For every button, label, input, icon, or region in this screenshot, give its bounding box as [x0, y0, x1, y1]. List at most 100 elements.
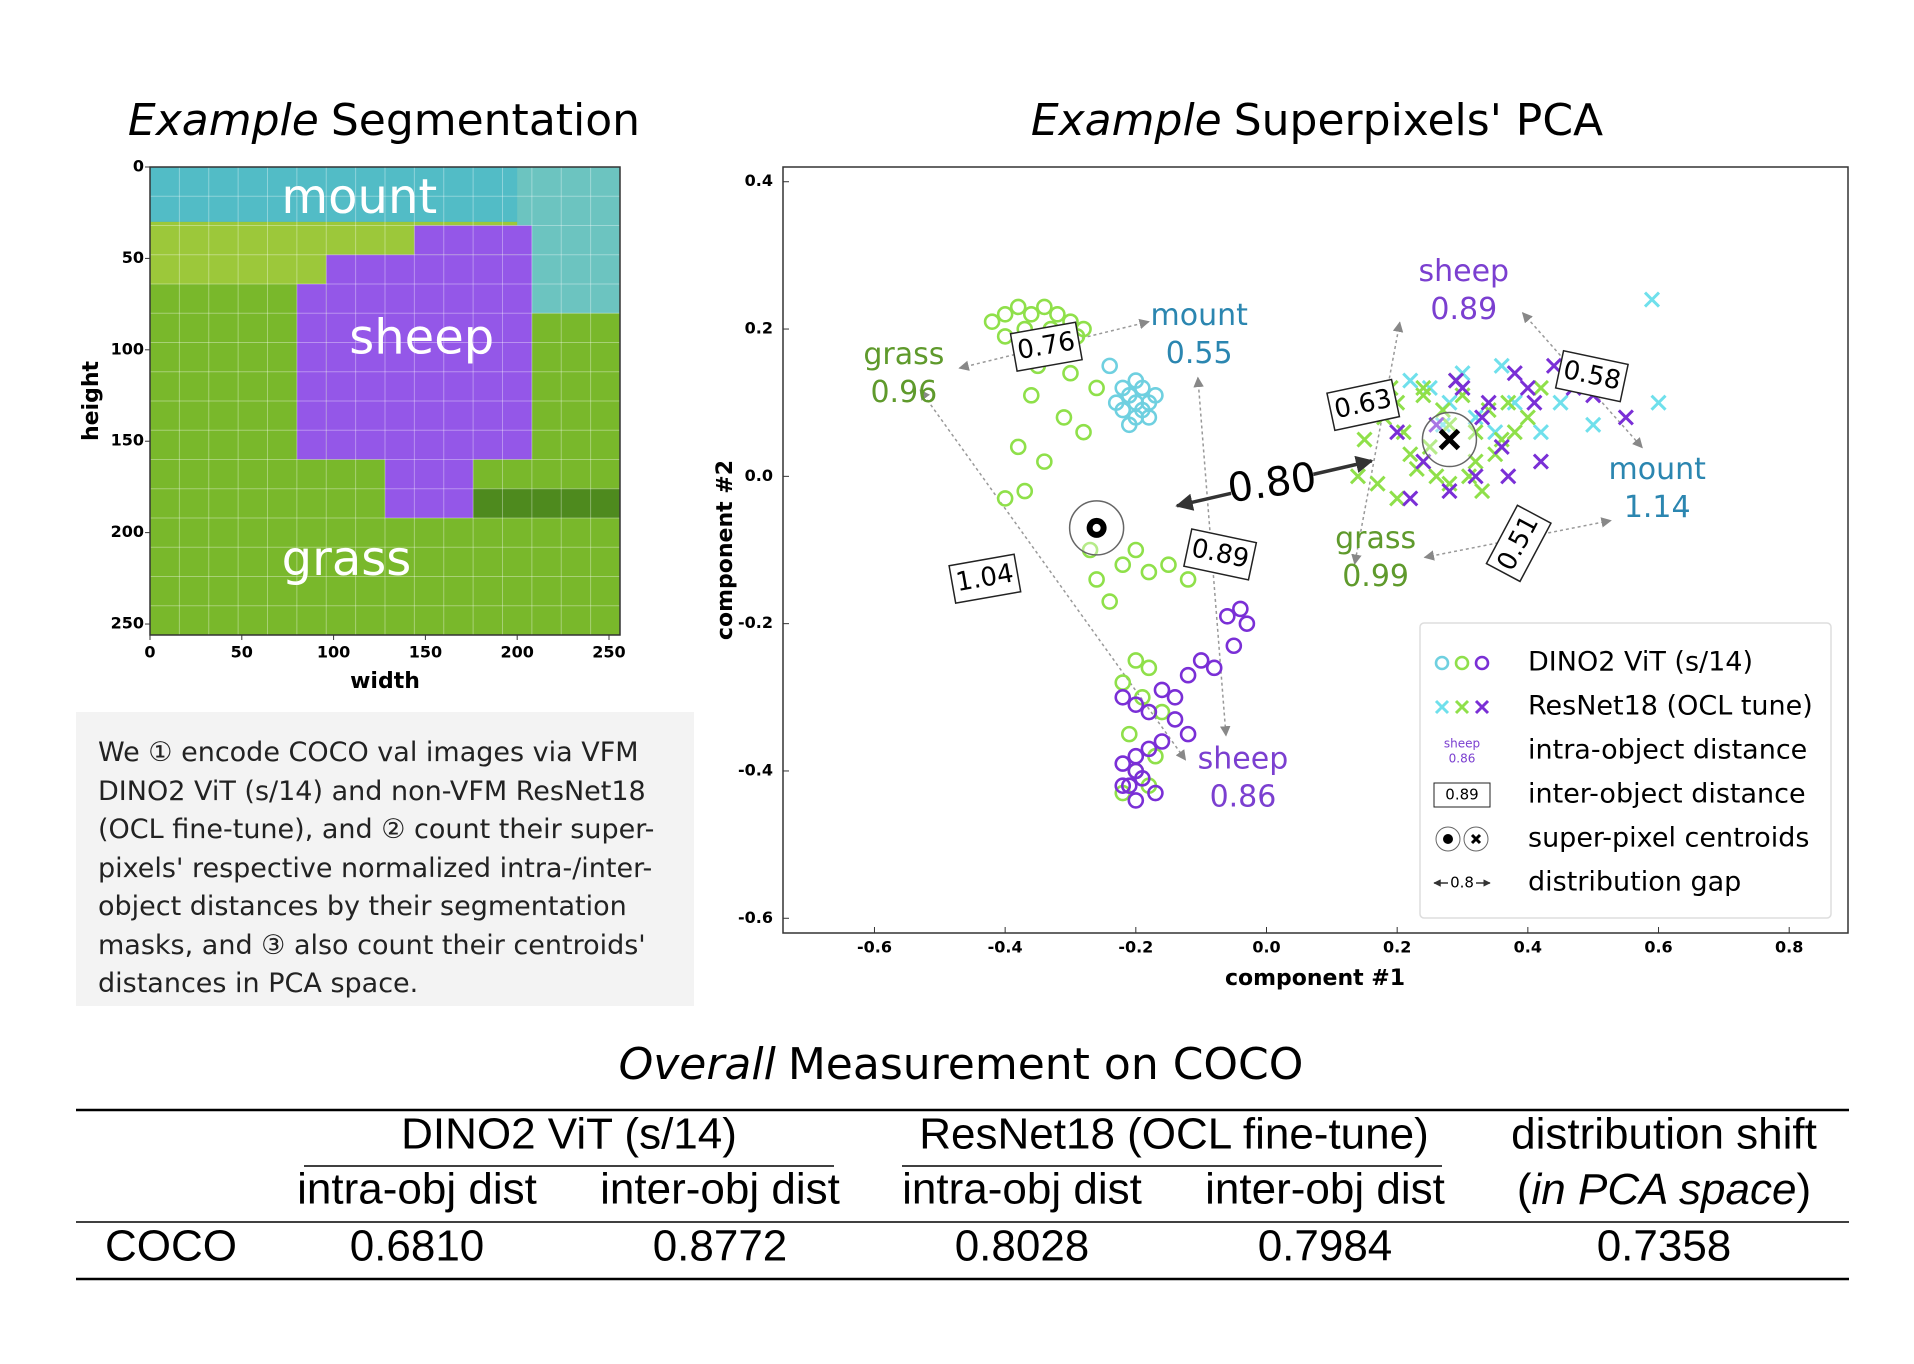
sheep-region	[414, 225, 532, 255]
circle-marker	[1049, 306, 1066, 323]
centroid-center	[1092, 523, 1101, 532]
circle-marker	[1179, 725, 1197, 743]
sub-header: inter-obj dist	[1205, 1165, 1445, 1214]
pca-title: Example Superpixels' PCA	[1031, 95, 1603, 146]
x-marker	[1402, 372, 1419, 389]
circle-marker	[1140, 563, 1158, 581]
title-emphasis: Example	[1031, 95, 1222, 146]
x-marker	[1395, 424, 1412, 441]
seg-frame	[149, 166, 621, 636]
circle-marker	[1081, 541, 1099, 559]
intra-value: 1.14	[1624, 490, 1691, 525]
circle-marker	[1022, 387, 1040, 404]
region-label: sheep	[349, 310, 494, 366]
x-tick-label: 0	[144, 643, 155, 662]
gap-label-bg	[1227, 457, 1318, 513]
y-tick-label: 100	[111, 339, 144, 358]
x-marker	[1467, 468, 1484, 485]
sheep-region	[384, 459, 474, 518]
legend-icon-dot	[1443, 834, 1453, 844]
circle-marker	[1127, 652, 1145, 669]
circle-marker	[996, 490, 1014, 507]
legend: DINO2 ViT (s/14) ResNet18 (OCL tune) sheep…	[1419, 622, 1832, 919]
intra-name: grass	[1335, 521, 1416, 556]
circle-marker	[1140, 659, 1158, 677]
intra-name: sheep	[1419, 254, 1510, 289]
legend-icon-text: 0.86	[1449, 752, 1476, 766]
x-marker	[1454, 699, 1470, 715]
circle-marker	[1114, 556, 1132, 574]
legend-label: super-pixel centroids	[1528, 823, 1809, 854]
x-marker	[1441, 483, 1458, 500]
group-header: distribution shift	[1511, 1110, 1817, 1159]
y-tick-label: 250	[111, 614, 144, 633]
x-tick-label: 250	[592, 643, 625, 662]
x-tick-label: -0.4	[988, 938, 1023, 957]
circle-marker	[1101, 357, 1118, 375]
x-marker	[1500, 394, 1517, 411]
circle-marker	[1088, 571, 1105, 588]
circle-marker	[1134, 770, 1151, 787]
circle-marker	[1147, 387, 1164, 404]
circle-marker	[1107, 394, 1125, 411]
x-marker	[1493, 438, 1510, 455]
mount-region	[517, 167, 620, 314]
circle-marker	[1114, 777, 1132, 794]
segmentation-image	[150, 167, 620, 635]
y-tick-label: 200	[111, 522, 144, 541]
y-tick-label: 0.2	[745, 319, 773, 338]
circle-marker	[1016, 482, 1034, 500]
x-marker	[1441, 416, 1458, 433]
circle-marker	[1127, 541, 1145, 559]
x-marker	[1447, 372, 1465, 389]
x-tick-label: 50	[231, 643, 253, 662]
connector	[1351, 321, 1404, 566]
circle-marker	[1147, 784, 1164, 802]
circle-marker	[1055, 409, 1073, 426]
title-emphasis: Example	[128, 95, 319, 146]
y-axis-label: component #2	[713, 460, 738, 640]
circle-marker	[1075, 423, 1092, 441]
x-marker	[1428, 468, 1445, 485]
x-marker	[1480, 394, 1497, 411]
caption: We ① encode COCO val images via VFM DINO…	[76, 712, 694, 1006]
circle-marker	[1232, 600, 1249, 618]
circle-marker	[1022, 306, 1040, 323]
inter-box	[1554, 349, 1629, 403]
sheep-region	[296, 283, 327, 460]
circle-marker	[1238, 615, 1256, 632]
x-marker	[1389, 424, 1406, 441]
legend-label: distribution gap	[1528, 867, 1741, 898]
x-axis-label: component #1	[1225, 966, 1405, 991]
intra-name: mount	[1609, 452, 1707, 487]
circle-marker	[1127, 372, 1145, 389]
intra-value: 0.55	[1166, 336, 1233, 371]
x-marker	[1643, 291, 1661, 308]
paren: (	[1517, 1165, 1532, 1214]
circle-marker	[1120, 777, 1138, 794]
group-header: DINO2 ViT (s/14)	[401, 1110, 737, 1159]
circle-marker	[1153, 733, 1171, 750]
legend-icon-ring	[1435, 826, 1461, 852]
sub-header: inter-obj dist	[600, 1165, 840, 1214]
dark-grass	[473, 488, 620, 518]
circle-marker	[1434, 655, 1450, 671]
x-marker	[1506, 424, 1523, 441]
circle-marker	[1179, 666, 1197, 684]
sheep-region	[326, 254, 532, 460]
circle-marker	[1218, 607, 1236, 625]
circle-marker	[1474, 655, 1490, 671]
y-tick-label: 0.0	[745, 466, 773, 485]
y-tick-label: 150	[111, 431, 144, 450]
legend-label: intra-object distance	[1528, 735, 1807, 766]
intra-name: sheep	[1198, 741, 1289, 776]
circle-marker	[1120, 725, 1138, 743]
x-marker	[1532, 424, 1549, 441]
circle-marker	[1009, 438, 1027, 456]
cell: 0.7984	[1258, 1222, 1393, 1271]
circle-marker	[1114, 755, 1132, 772]
paren: )	[1796, 1165, 1811, 1214]
circle-marker	[1140, 703, 1158, 721]
cell: 0.8028	[955, 1222, 1090, 1271]
